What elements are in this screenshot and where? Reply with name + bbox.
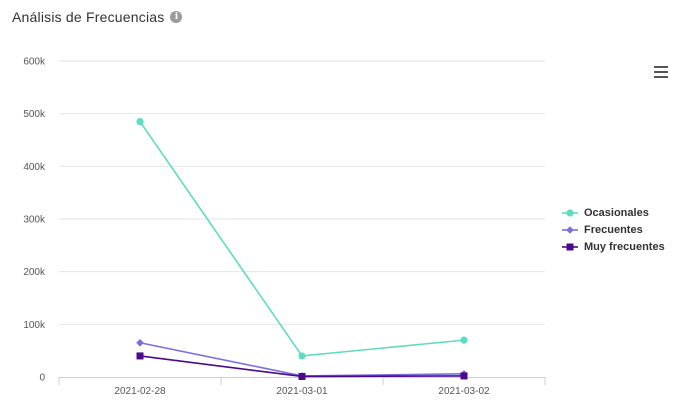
hamburger-menu-icon[interactable] — [654, 66, 668, 78]
y-tick-label: 300k — [23, 215, 46, 226]
data-point-1-0 — [136, 338, 144, 347]
y-tick-label: 500k — [23, 109, 46, 120]
x-tick-label: 2021-02-28 — [114, 386, 166, 397]
y-tick-label: 100k — [23, 320, 46, 331]
x-tick-label: 2021-03-01 — [276, 386, 328, 397]
legend-label: Muy frecuentes — [584, 240, 665, 253]
legend-label: Ocasionales — [584, 206, 649, 219]
x-tick-label: 2021-03-02 — [438, 386, 490, 397]
data-point-2-2 — [460, 372, 468, 380]
legend-symbol — [562, 208, 578, 217]
y-tick-label: 600k — [23, 57, 46, 68]
legend-label: Frecuentes — [584, 223, 643, 236]
y-tick-label: 200k — [23, 267, 46, 278]
data-point-2-1 — [298, 372, 306, 380]
legend-symbol — [562, 243, 578, 250]
data-point-0-2 — [460, 336, 468, 344]
legend-symbol — [562, 225, 578, 234]
legend-item[interactable]: Frecuentes — [562, 221, 665, 238]
info-icon[interactable]: i — [170, 11, 183, 23]
chart-header: Análisis de Frecuencias i — [12, 9, 183, 25]
y-tick-label: 400k — [23, 162, 46, 173]
y-tick-label: 0 — [39, 373, 45, 384]
data-point-0-0 — [136, 117, 144, 126]
legend-item[interactable]: Muy frecuentes — [562, 238, 665, 255]
data-point-0-1 — [298, 352, 306, 360]
chart-legend: Ocasionales Frecuentes Muy frecuentes — [562, 204, 665, 255]
chart-title: Análisis de Frecuencias — [12, 9, 165, 25]
data-point-2-0 — [136, 352, 144, 360]
legend-item[interactable]: Ocasionales — [562, 204, 665, 221]
series-line-0 — [139, 121, 465, 357]
